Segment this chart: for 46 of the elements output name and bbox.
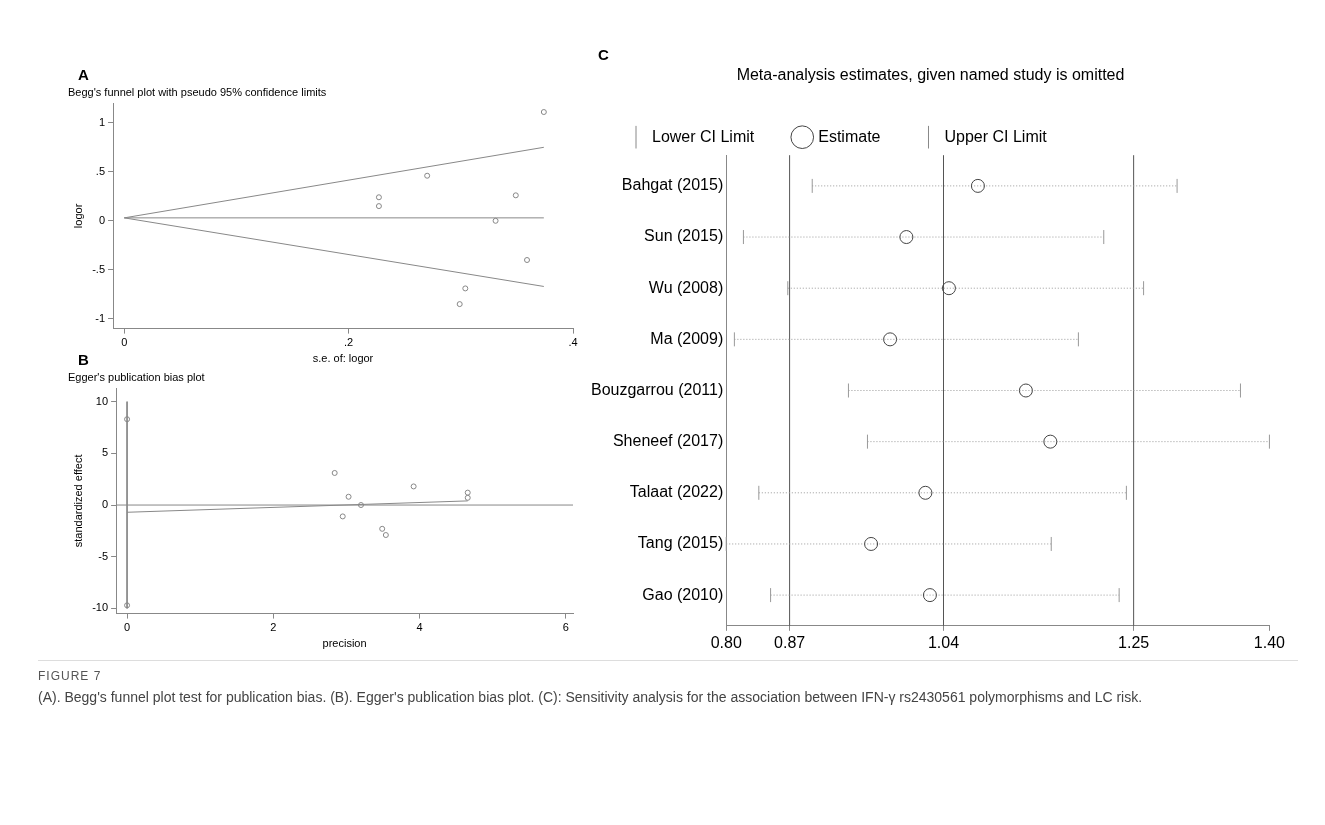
x-tick-label: 6 (562, 621, 569, 634)
y-axis-title: standardized effect (71, 454, 84, 548)
chart-title: Begg's funnel plot with pseudo 95% confidence limits (68, 85, 327, 98)
text: A (78, 66, 90, 85)
y-tick-label: Tang (2015) (637, 534, 724, 552)
y-tick-label: Ma (2009) (650, 329, 724, 347)
x-axis-title: s.e. of: logor (312, 352, 374, 365)
text: B (78, 351, 89, 368)
chart-title: Egger's publication bias plot (68, 370, 205, 383)
x-tick-label: 0 (124, 621, 131, 634)
y-tick-label: 0 (98, 213, 106, 226)
y-tick-label: 5 (101, 446, 109, 459)
text: Lower CI Limit (652, 127, 755, 145)
text: (A). Begg's funnel plot test for publication bias. (B). Egger's publication bias plot. (C): Sensitivity analysis for the association between IFN-γ rs2430561 polymorphisms and LC risk. (38, 689, 1144, 705)
x-tick-label: 1.25 (1118, 633, 1150, 651)
y-tick-label: -1 (95, 311, 106, 324)
x-tick-label: 0.87 (774, 633, 806, 651)
y-tick-label: 0 (101, 498, 109, 511)
y-tick-label: Sheneef (2017) (612, 432, 724, 450)
y-tick-label: Sun (2015) (644, 227, 724, 245)
text: Upper CI Limit (944, 127, 1048, 145)
x-tick-label: 1.04 (927, 633, 960, 651)
y-tick-label: Talaat (2022) (629, 483, 724, 501)
y-tick-label: 10 (95, 394, 109, 407)
x-tick-label: 4 (416, 621, 423, 634)
x-tick-label: 1.40 (1253, 633, 1286, 651)
text: C (598, 46, 610, 65)
x-tick-label: 2 (270, 621, 277, 634)
x-tick-label: .2 (344, 336, 354, 349)
x-axis-title: precision (322, 637, 367, 650)
y-tick-label: 1 (98, 115, 106, 128)
y-tick-label: Bouzgarrou (2011) (590, 380, 724, 398)
legend-label: Estimate (818, 127, 881, 145)
x-tick-label: 0.80 (710, 633, 742, 651)
y-tick-label: Bahgat (2015) (621, 176, 724, 194)
x-tick-label: 0 (121, 336, 128, 349)
y-tick-label: -5 (98, 549, 109, 562)
x-tick-label: .4 (568, 336, 578, 349)
y-axis-title: logor (71, 203, 84, 229)
y-tick-label: Wu (2008) (648, 278, 724, 296)
y-tick-label: Gao (2010) (642, 585, 724, 603)
y-tick-label: -.5 (92, 262, 106, 275)
y-tick-label: .5 (95, 164, 106, 177)
y-tick-label: -10 (92, 601, 109, 614)
chart-title: Meta-analysis estimates, given named study is omitted (736, 66, 1125, 84)
caption: FIGURE 7 (38, 669, 103, 683)
